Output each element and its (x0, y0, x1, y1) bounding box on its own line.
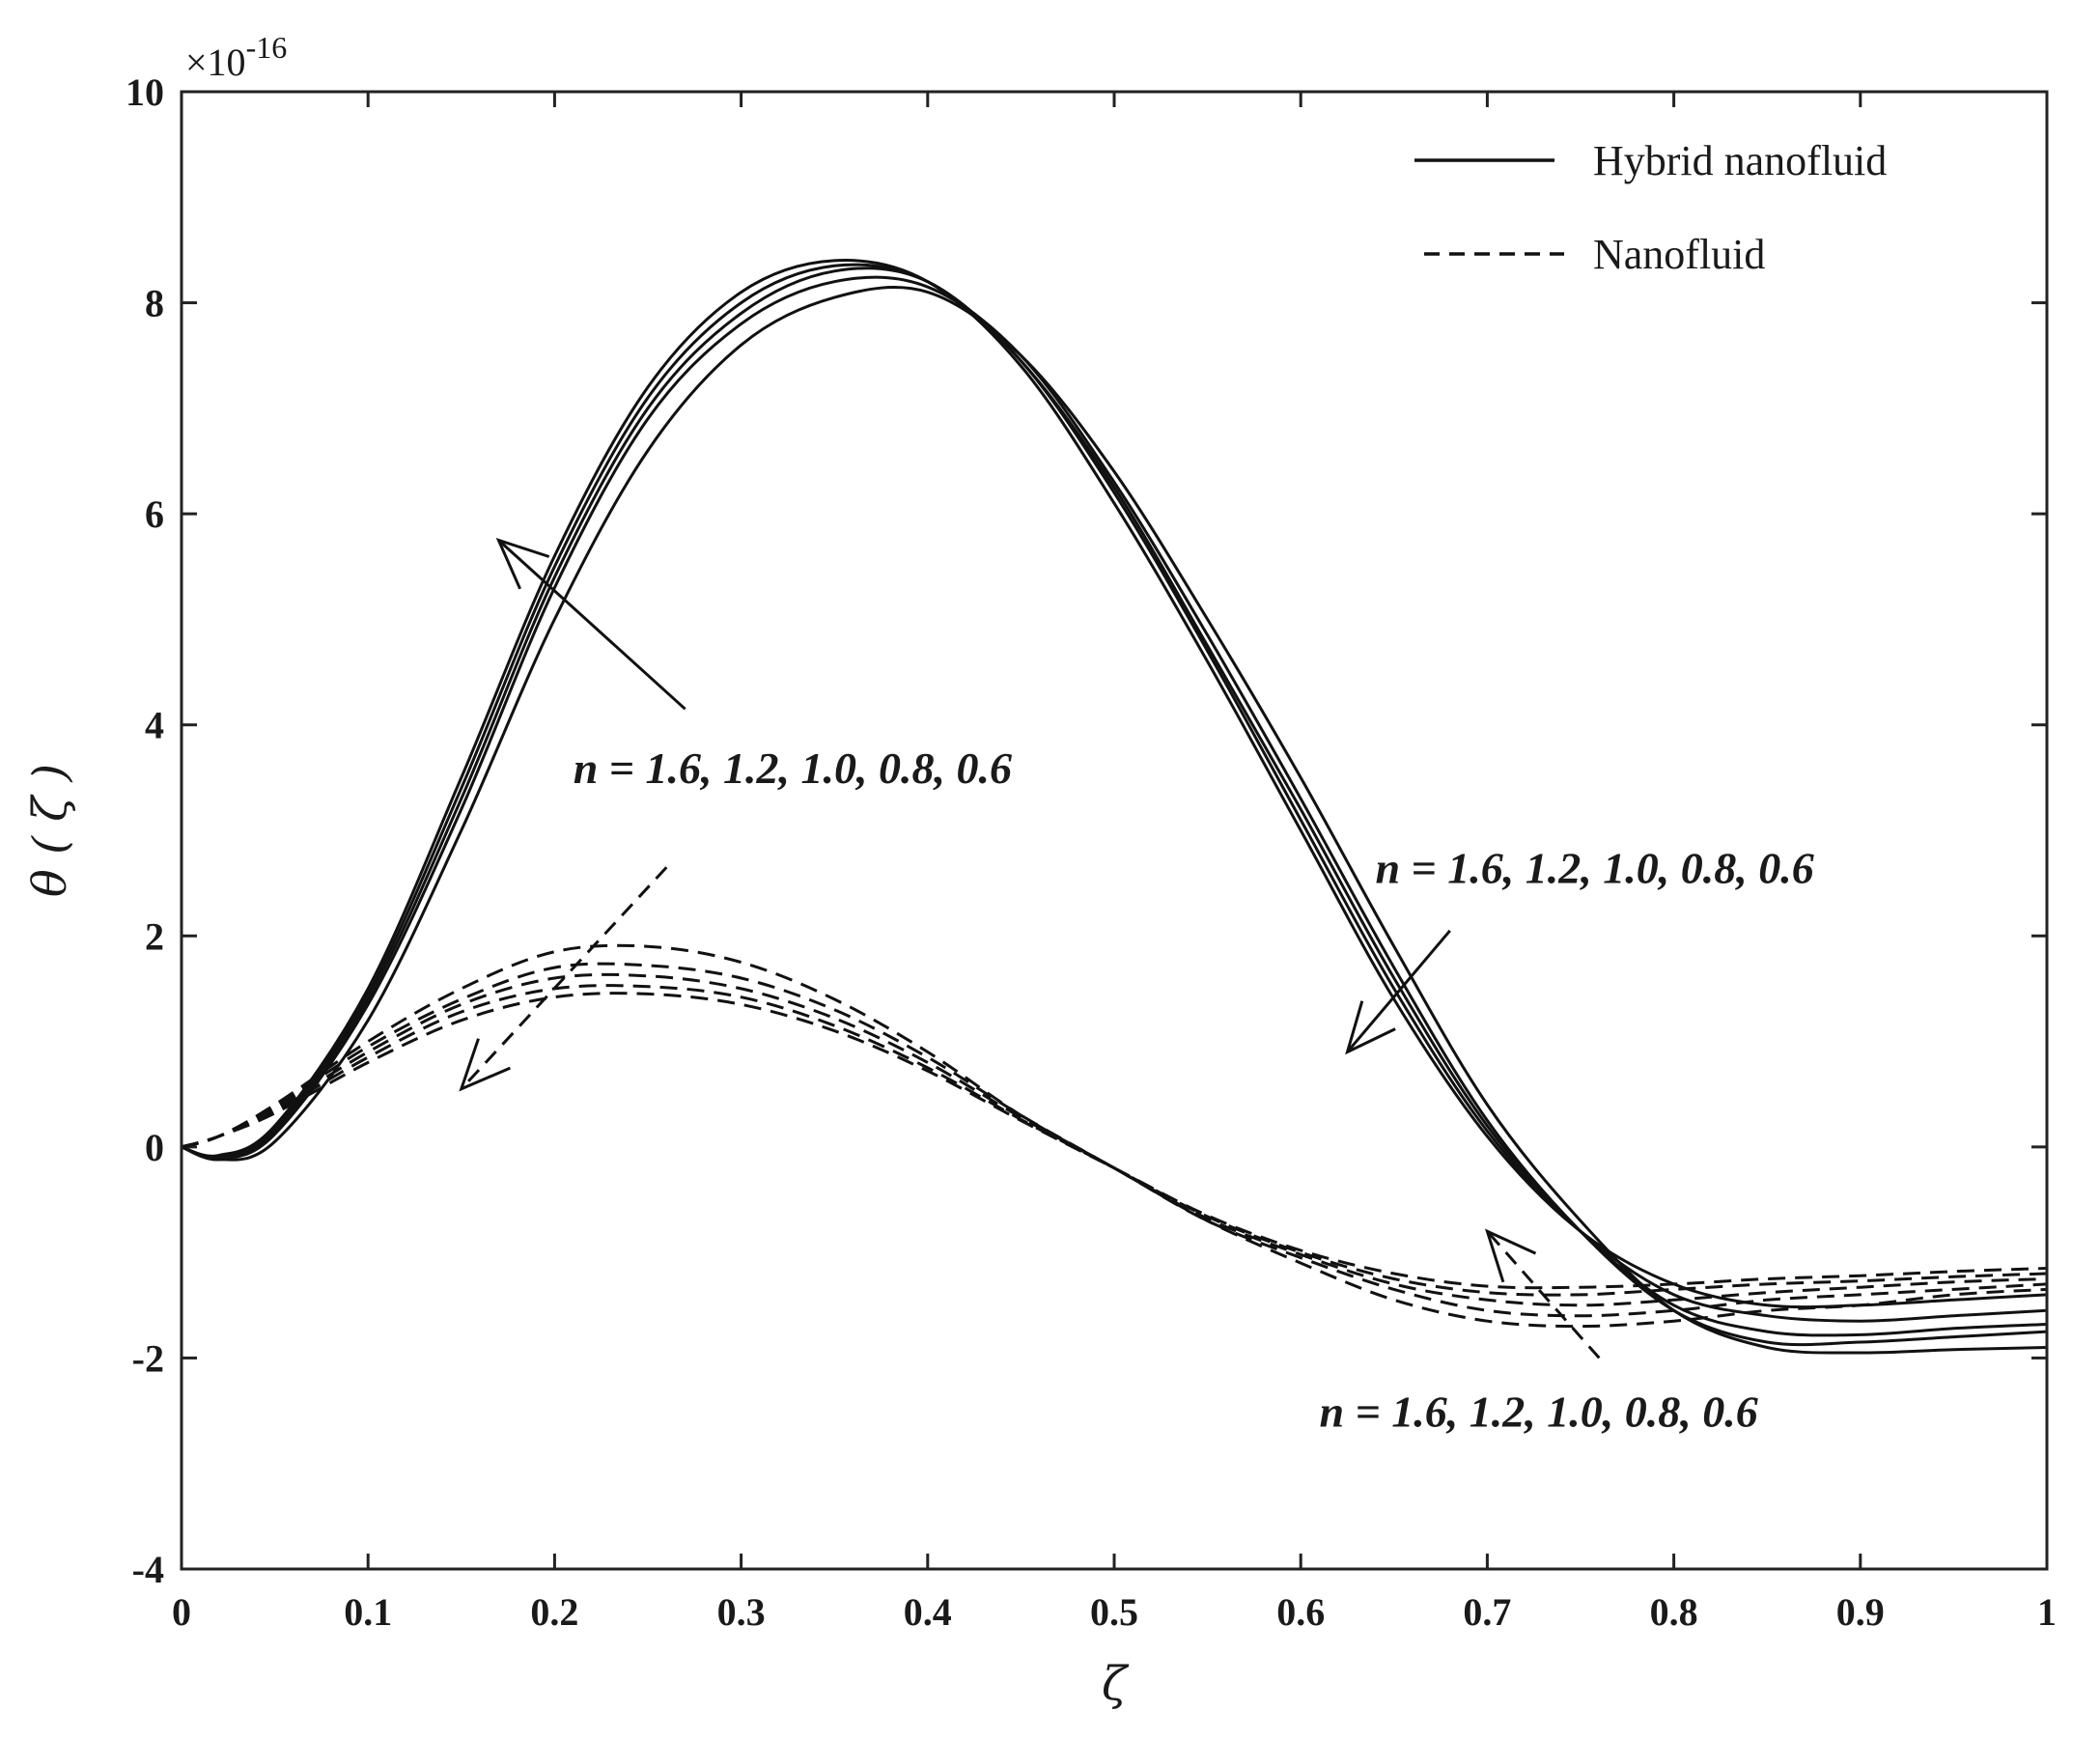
legend-label-nano: Nanofluid (1593, 231, 1765, 278)
nanofluid-line-9 (181, 992, 2048, 1290)
x-tick-label: 0.6 (1276, 1590, 1325, 1634)
y-tick-label: 10 (126, 70, 164, 114)
y-scale-multiplier: ×10-16 (185, 30, 287, 84)
annotation-arrow-line (460, 866, 668, 1090)
nanofluid-line-8 (181, 984, 2048, 1297)
y-tick-label: -4 (132, 1548, 164, 1591)
annotation-arrowhead (459, 1038, 511, 1092)
y-tick-label: 8 (145, 282, 164, 325)
x-tick-label: 0.2 (530, 1590, 578, 1634)
annotation-label: n = 1.6, 1.2, 1.0, 0.8, 0.6 (1375, 844, 1813, 893)
y-tick-labels: -4 -2 0 2 4 6 8 10 (126, 70, 164, 1591)
x-tick-labels: 0 0.1 0.2 0.3 0.4 0.5 0.6 0.7 0.8 0.9 1 (172, 1590, 2057, 1634)
annotation-arrowhead (1345, 1000, 1396, 1055)
y-tick-label: -2 (132, 1336, 164, 1380)
plot-area-frame (180, 90, 2049, 1571)
annotation-arrow-line (1486, 1230, 1601, 1360)
annotation-arrowhead (1484, 1228, 1537, 1283)
x-tick-label: 0 (172, 1590, 191, 1634)
x-axis-label: ζ (1102, 1657, 1130, 1711)
annotation-arrowhead (495, 538, 550, 590)
hybrid-nanofluid-line-0 (181, 259, 2048, 1309)
x-tick-label: 0.3 (717, 1590, 766, 1634)
y-tick-label: 4 (145, 704, 164, 747)
legend-label-hybrid: Hybrid nanofluid (1593, 137, 1887, 184)
x-tick-label: 0.7 (1463, 1590, 1511, 1634)
x-tick-label: 0.9 (1836, 1590, 1885, 1634)
y-tick-label: 6 (145, 492, 164, 536)
hybrid-nanofluid-line-2 (181, 266, 2048, 1337)
x-tick-label: 0.8 (1650, 1590, 1698, 1634)
hybrid-nanofluid-line-4 (181, 286, 2048, 1355)
series-layer (181, 259, 2048, 1355)
y-tick-label: 0 (145, 1126, 164, 1169)
x-tick-label: 0.4 (904, 1590, 952, 1634)
x-tick-label: 0.1 (344, 1590, 392, 1634)
nanofluid-line-6 (181, 962, 2048, 1318)
x-tick-label: 1 (2037, 1590, 2057, 1634)
legend: Hybrid nanofluid Nanofluid (1414, 137, 1887, 278)
annotation-arrow-line (497, 539, 686, 711)
y-axis-label: θ ( ζ ) (23, 764, 77, 897)
annotation-arrow-line (1346, 929, 1451, 1053)
annotation-layer: n = 1.6, 1.2, 1.0, 0.8, 0.6 n = 1.6, 1.2,… (459, 538, 1814, 1436)
x-tick-label: 0.5 (1090, 1590, 1138, 1634)
annotation-label: n = 1.6, 1.2, 1.0, 0.8, 0.6 (574, 743, 1012, 793)
y-tick-label: 2 (145, 914, 164, 958)
annotation-label: n = 1.6, 1.2, 1.0, 0.8, 0.6 (1320, 1387, 1758, 1436)
